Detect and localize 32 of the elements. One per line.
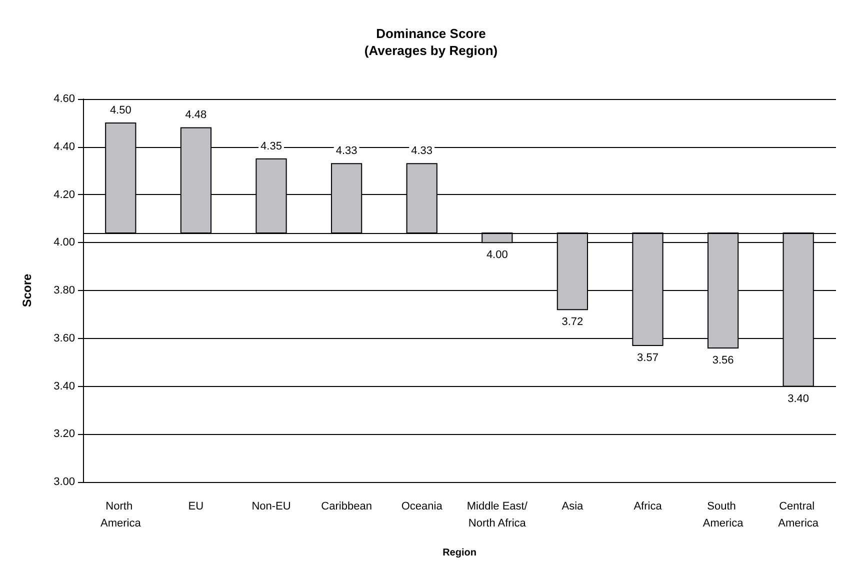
data-label: 4.33 [336,145,358,158]
x-tick-label: Non-EU [252,500,291,512]
data-label: 4.50 [110,104,132,116]
chart-title: Dominance Score (Averages by Region) [364,26,498,58]
data-label: 3.57 [637,352,658,364]
data-label: 4.00 [486,249,508,262]
y-tick-label: 3.20 [54,428,75,440]
y-tick-label: 4.60 [54,93,75,105]
x-tick-label: South America [702,500,744,530]
x-tick-label: Caribbean [321,500,372,512]
y-tick-label: 3.40 [54,380,75,392]
y-tick-label: 3.00 [54,476,75,488]
data-label: 4.48 [185,109,207,122]
y-tick-label: 4.00 [54,236,75,249]
x-tick-label: North America [100,500,142,530]
y-axis-title: Score [20,274,34,308]
y-tick-label: 4.20 [54,188,75,201]
y-tick-label: 4.40 [54,140,75,153]
x-tick-label: Central America [778,500,820,530]
x-axis-title: Region [442,548,476,558]
x-tick-label: Middle East/North Africa [466,500,528,530]
y-tick-label: 3.80 [54,284,75,296]
x-tick-label: EU [188,500,204,512]
y-tick-label: 3.60 [54,332,75,344]
x-tick-label: Africa [634,500,663,512]
x-tick-label: Asia [562,500,584,512]
data-label: 3.72 [562,316,584,328]
data-label: 4.35 [260,140,282,152]
x-tick-label: Oceania [401,500,444,512]
data-label: 3.40 [788,392,810,405]
data-label: 3.56 [712,354,734,366]
data-label: 4.33 [411,145,433,158]
